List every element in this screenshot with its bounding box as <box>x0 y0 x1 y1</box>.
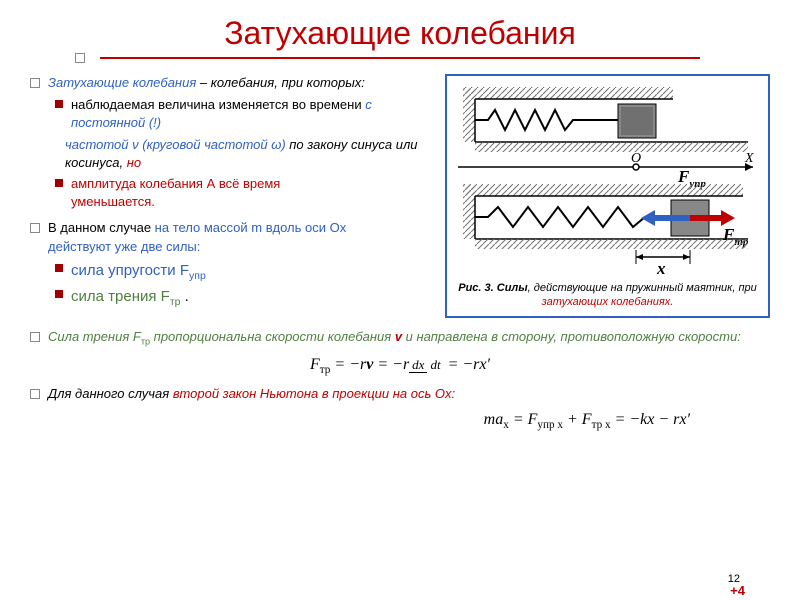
def-term: Затухающие колебания <box>48 75 196 90</box>
case-t1: В данном случае <box>48 220 155 235</box>
case-bullet: В данном случае на тело массой m вдоль о… <box>30 219 430 255</box>
svg-text:x: x <box>656 259 666 277</box>
f1-den: dt <box>427 357 443 372</box>
def-rest: – колебания, при которых: <box>196 75 365 90</box>
f2-label: сила трения F <box>71 288 170 305</box>
case-t2: на тело массой m вдоль оси Ox <box>155 220 347 235</box>
f2-sub: тр <box>170 296 181 308</box>
right-column: O X Fупр <box>445 74 770 318</box>
f1-sub: упр <box>189 270 206 282</box>
b1-text: наблюдаемая величина изменяется во време… <box>71 97 365 112</box>
f2-plus: + F <box>563 411 592 428</box>
f2-eq: = F <box>509 411 538 428</box>
definition-bullet: Затухающие колебания – колебания, при ко… <box>30 74 430 92</box>
formula-newton: max = Fупр x + Fтр x = −kx − rx′ <box>30 409 770 434</box>
formula-friction: Fтр = −rv = −rdxdt = −rx′ <box>30 354 770 379</box>
f1-label: сила упругости F <box>71 262 189 279</box>
fr-p1: Сила трения F <box>48 329 141 344</box>
left-column: Затухающие колебания – колебания, при ко… <box>30 74 430 318</box>
case-t3: действуют уже две силы: <box>48 239 200 254</box>
cap-p3: затухающих колебаниях. <box>542 296 674 308</box>
slide-container: Затухающие колебания Затухающие колебани… <box>0 0 800 450</box>
amp2: уменьшается. <box>71 194 155 209</box>
f2-eq2: = −kx − rx′ <box>611 411 690 428</box>
cap-p1: Рис. 3. Силы <box>458 282 527 294</box>
f1-mid: = −r <box>330 356 366 373</box>
f2-s2: тр x <box>592 419 611 431</box>
svg-text:X: X <box>744 151 754 166</box>
f1-lsub: тр <box>320 364 331 376</box>
svg-text:O: O <box>631 151 641 166</box>
sub-bullet-2: амплитуда колебания А всё время уменьшае… <box>55 175 430 211</box>
friction-bullet: Сила трения Fтр пропорциональна скорости… <box>30 328 770 348</box>
f1-lhs: F <box>310 356 320 373</box>
f1-num: dx <box>409 357 427 373</box>
f2-lhs: ma <box>484 411 504 428</box>
fr-sub: тр <box>141 336 150 346</box>
f1-eq3: = −rx′ <box>444 356 490 373</box>
amp1: амплитуда колебания А всё время <box>71 176 280 191</box>
bottom-section: Сила трения Fтр пропорциональна скорости… <box>30 328 770 434</box>
f1-eq2: = −r <box>373 356 409 373</box>
diagram-box: O X Fупр <box>445 74 770 318</box>
title-underline <box>100 57 700 59</box>
freq-blue: частотой ν (круговой частотой ω) <box>65 137 289 152</box>
force-1: сила упругости Fупр <box>55 260 430 284</box>
nw-p2: второй закон Ньютона в проекции на ось O… <box>173 386 455 401</box>
slide-title: Затухающие колебания <box>30 15 770 52</box>
page-plus: +4 <box>730 583 745 598</box>
sub-bullet-1: наблюдаемая величина изменяется во време… <box>55 96 430 132</box>
fr-v: v <box>395 329 402 344</box>
diagram-caption: Рис. 3. Силы, действующие на пружинный м… <box>453 281 762 310</box>
freq-no: но <box>127 155 141 170</box>
content-row: Затухающие колебания – колебания, при ко… <box>30 74 770 318</box>
fr-p2: пропорциональна скорости колебания <box>150 329 395 344</box>
cap-p2: , действующие на пружинный маятник, при <box>528 282 757 294</box>
f2-s1: упр x <box>537 419 563 431</box>
fr-p3: и направлена в сторону, противоположную … <box>402 329 741 344</box>
force-2: сила трения Fтр . <box>55 286 430 310</box>
freq-line: частотой ν (круговой частотой ω) по зако… <box>65 136 430 172</box>
newton-bullet: Для данного случая второй закон Ньютона … <box>30 385 770 403</box>
physics-diagram: O X Fупр <box>453 82 763 277</box>
f2-dot: . <box>180 288 188 305</box>
nw-p1: Для данного случая <box>48 386 173 401</box>
